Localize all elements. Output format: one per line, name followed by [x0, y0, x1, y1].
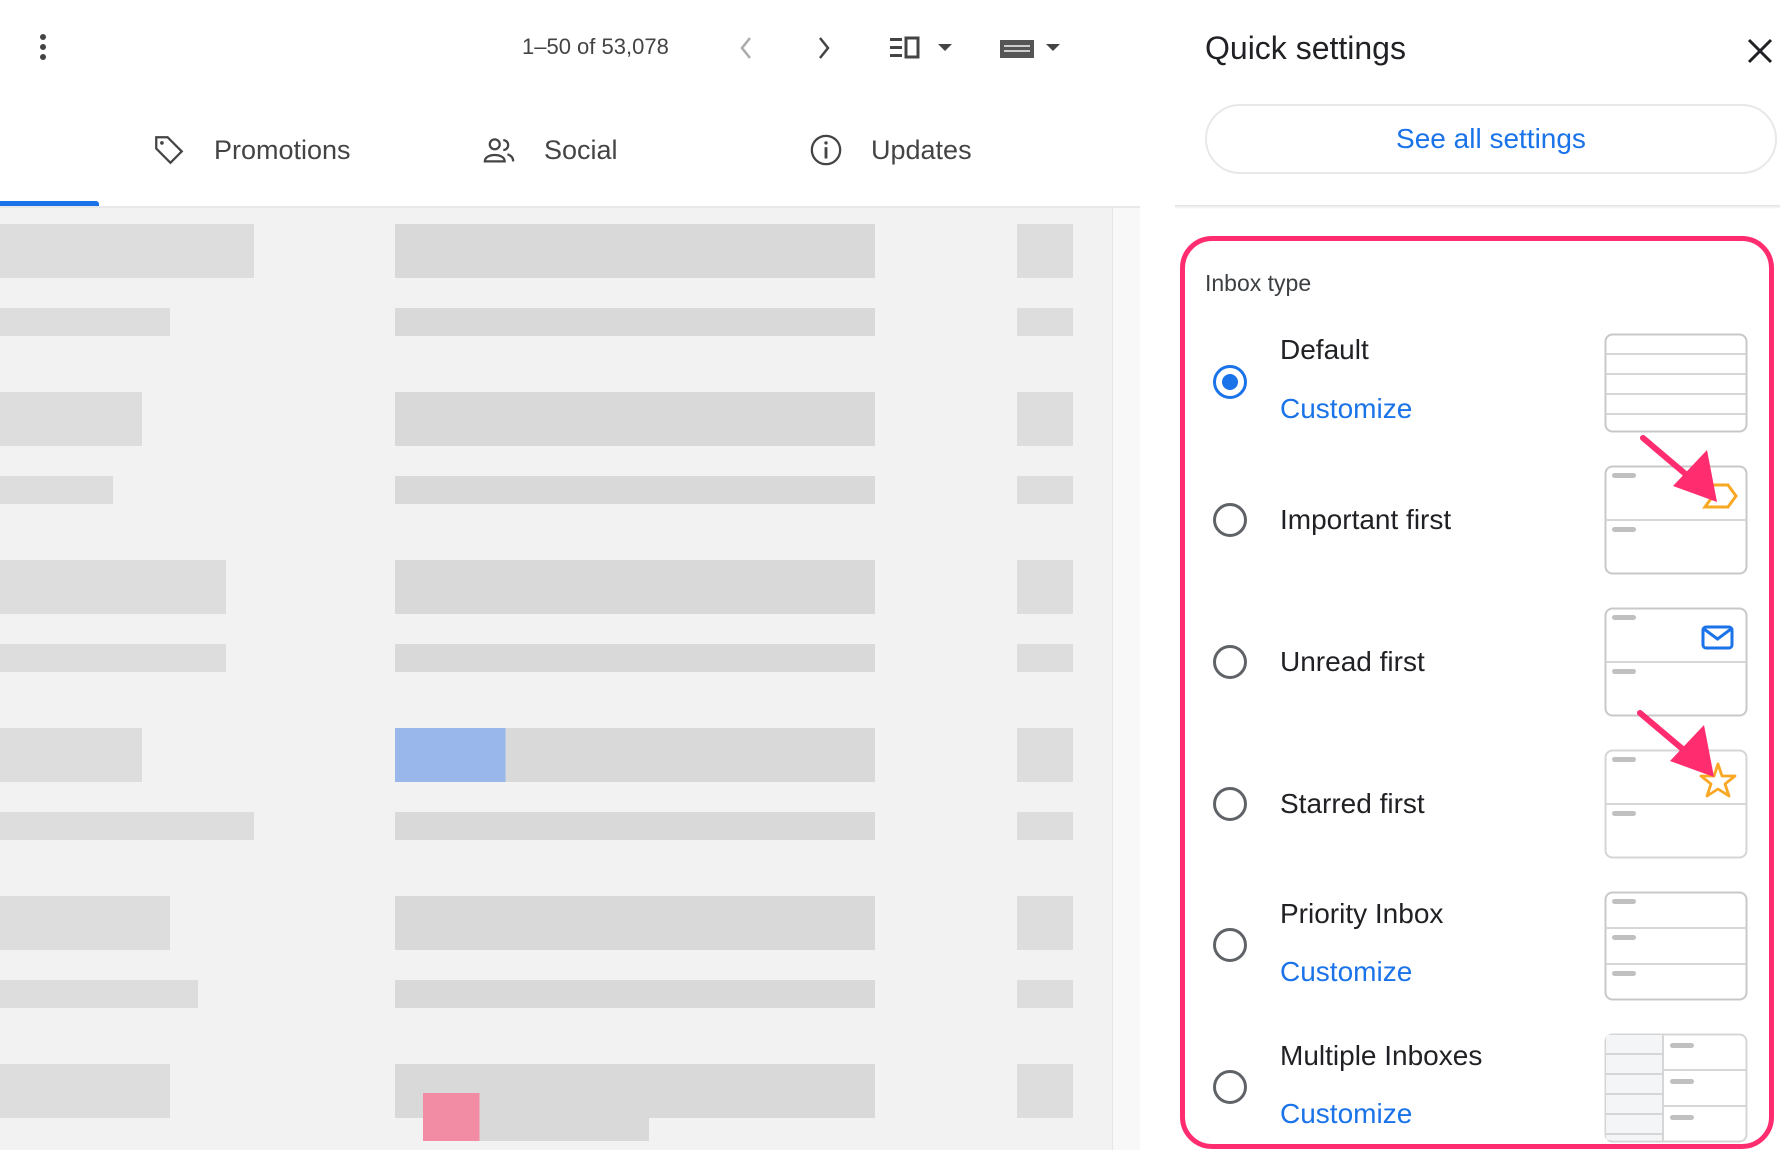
blurred-row-block	[1017, 560, 1073, 614]
panel-title: Quick settings	[1205, 30, 1406, 66]
blurred-row-block	[0, 1064, 170, 1118]
keyboard-icon[interactable]	[1000, 38, 1068, 62]
more-vert-icon[interactable]	[36, 32, 50, 64]
unread-first-thumbnail	[1604, 607, 1748, 717]
blurred-row-block	[0, 308, 170, 336]
blurred-message-list[interactable]	[0, 208, 1112, 1150]
customize-multiple-link[interactable]: Customize	[1280, 1098, 1413, 1129]
blurred-row-block	[1017, 980, 1073, 1008]
scrollbar[interactable]	[1112, 208, 1140, 1150]
blurred-row-block	[395, 728, 875, 782]
pagination-text: 1–50 of 53,078	[522, 34, 669, 59]
radio-starred-first[interactable]	[1213, 787, 1247, 821]
chevron-left-icon[interactable]	[736, 34, 756, 62]
blurred-row-block	[1017, 896, 1073, 950]
blurred-row-block	[395, 980, 875, 1008]
divider	[0, 206, 1140, 208]
blurred-row-block	[0, 224, 254, 278]
blurred-row-block	[423, 1093, 649, 1141]
radio-multiple-inboxes[interactable]	[1213, 1070, 1247, 1104]
blurred-row-block	[0, 644, 226, 672]
blurred-row-block	[1017, 812, 1073, 840]
radio-default[interactable]	[1213, 365, 1247, 399]
tab-label: Social	[544, 134, 618, 165]
blurred-row-block	[1017, 224, 1073, 278]
blurred-row-block	[395, 896, 875, 950]
blurred-row-block	[0, 560, 226, 614]
blurred-row-block	[395, 560, 875, 614]
tab-promotions[interactable]: Promotions	[152, 130, 351, 170]
mail-list-pane: 1–50 of 53,078 Promotions Social Updates	[0, 32, 1140, 1150]
option-label: Important first	[1280, 504, 1452, 535]
active-tab-indicator	[0, 201, 99, 206]
radio-important-first[interactable]	[1213, 503, 1247, 537]
section-title: Inbox type	[1205, 270, 1312, 296]
blurred-row-block	[395, 392, 875, 446]
blurred-row-block	[0, 728, 142, 782]
option-label: Unread first	[1280, 646, 1425, 677]
split-pane-icon[interactable]	[890, 36, 960, 60]
blurred-row-block	[1017, 392, 1073, 446]
highlight-box	[1180, 236, 1774, 1149]
blurred-row-block	[395, 224, 875, 278]
annotation-arrow	[1637, 710, 1714, 777]
blurred-row-block	[1017, 644, 1073, 672]
blurred-row-block	[0, 392, 142, 446]
chevron-right-icon[interactable]	[814, 34, 834, 62]
quick-settings-panel: Quick settings See all settings Inbox ty…	[1175, 0, 1780, 1150]
customize-priority-link[interactable]: Customize	[1280, 956, 1413, 987]
tag-icon	[155, 136, 184, 165]
option-label: Starred first	[1280, 788, 1425, 819]
radio-priority-inbox[interactable]	[1213, 928, 1247, 962]
multiple-inboxes-thumbnail	[1604, 1033, 1748, 1143]
blurred-row-block	[0, 476, 113, 504]
annotation-arrow	[1640, 435, 1717, 502]
tab-label: Updates	[871, 134, 972, 165]
blurred-row-block	[1017, 1064, 1073, 1118]
divider	[1175, 205, 1780, 209]
option-label: Multiple Inboxes	[1280, 1040, 1483, 1071]
blurred-row-block	[0, 980, 198, 1008]
blurred-row-block	[1017, 476, 1073, 504]
tab-updates[interactable]: Updates	[809, 130, 972, 170]
tab-social[interactable]: Social	[482, 130, 618, 170]
blurred-row-block	[0, 896, 170, 950]
blurred-row-block	[395, 308, 875, 336]
close-icon[interactable]	[1747, 38, 1773, 64]
tab-label: Promotions	[214, 134, 351, 165]
default-inbox-thumbnail	[1604, 333, 1748, 433]
see-all-settings-button[interactable]: See all settings	[1205, 104, 1777, 174]
blurred-row-block	[1017, 308, 1073, 336]
customize-default-link[interactable]: Customize	[1280, 393, 1413, 424]
blurred-row-block	[395, 644, 875, 672]
priority-inbox-thumbnail	[1604, 891, 1748, 1001]
info-icon	[810, 134, 842, 166]
radio-unread-first[interactable]	[1213, 645, 1247, 679]
option-label: Default	[1280, 334, 1369, 365]
blurred-row-block	[395, 812, 875, 840]
blurred-row-block	[395, 476, 875, 504]
blurred-row-block	[0, 812, 254, 840]
starred-first-thumbnail	[1604, 749, 1748, 859]
people-icon	[483, 138, 515, 163]
option-label: Priority Inbox	[1280, 898, 1444, 929]
blurred-row-block	[1017, 728, 1073, 782]
